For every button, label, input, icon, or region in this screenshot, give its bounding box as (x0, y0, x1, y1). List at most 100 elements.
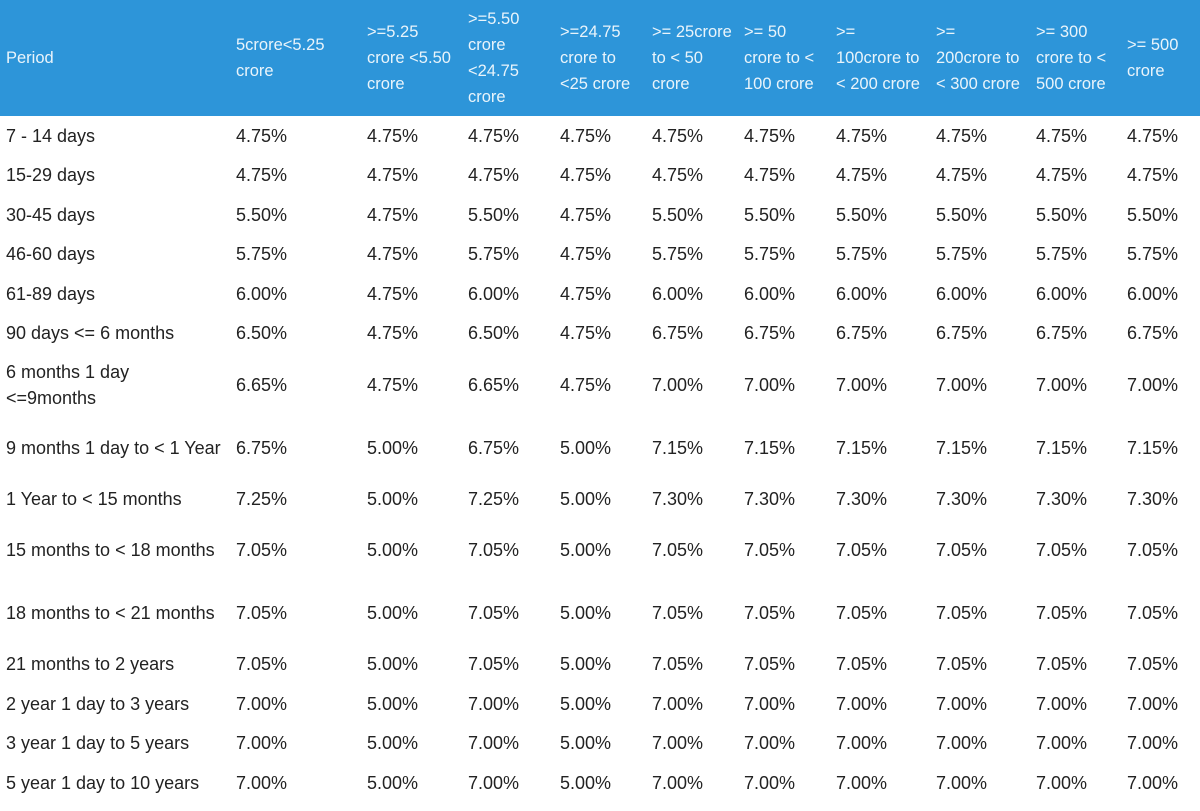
rate-cell: 7.15% (830, 416, 930, 479)
period-cell: 5 year 1 day to 10 years (0, 763, 230, 803)
rate-cell: 7.00% (230, 684, 361, 724)
period-cell: 6 months 1 day <=9months (0, 353, 230, 416)
rate-cell: 7.00% (1030, 723, 1121, 763)
rate-cell: 4.75% (830, 155, 930, 195)
table-row: 2 year 1 day to 3 years 7.00% 5.00% 7.00% 5.… (0, 684, 1200, 724)
rate-cell: 4.75% (554, 353, 646, 416)
rate-cell: 5.50% (230, 195, 361, 235)
rate-cell: 5.50% (462, 195, 554, 235)
period-cell: 18 months to < 21 months (0, 581, 230, 645)
rate-cell: 7.00% (1030, 684, 1121, 724)
table-row: 90 days <= 6 months 6.50% 4.75% 6.50% 4.75% 6… (0, 313, 1200, 353)
rate-cell: 7.30% (830, 479, 930, 519)
rate-cell: 5.00% (361, 518, 462, 582)
rate-cell: 5.00% (554, 644, 646, 684)
rate-cell: 5.00% (361, 644, 462, 684)
rate-cell: 4.75% (646, 155, 738, 195)
rate-cell: 6.00% (738, 274, 830, 314)
rate-cell: 7.00% (1121, 763, 1200, 803)
rate-cell: 4.75% (230, 155, 361, 195)
rate-cell: 7.05% (830, 581, 930, 645)
rate-cell: 7.15% (1121, 416, 1200, 479)
rate-cell: 5.00% (361, 581, 462, 645)
rate-cell: 7.05% (1030, 644, 1121, 684)
rate-cell: 6.75% (830, 313, 930, 353)
rate-cell: 6.00% (646, 274, 738, 314)
table-row: 15 months to < 18 months 7.05% 5.00% 7.05% 5… (0, 518, 1200, 582)
rate-cell: 7.15% (1030, 416, 1121, 479)
rate-cell: 7.00% (646, 763, 738, 803)
rate-cell: 6.75% (738, 313, 830, 353)
rate-cell: 4.75% (462, 116, 554, 156)
rate-cell: 6.75% (462, 416, 554, 479)
period-cell: 30-45 days (0, 195, 230, 235)
rate-cell: 4.75% (1030, 155, 1121, 195)
column-header: >=5.25 crore <5.50 crore (367, 23, 451, 93)
rate-cell: 7.30% (646, 479, 738, 519)
rate-cell: 7.05% (830, 518, 930, 582)
rate-cell: 5.00% (554, 581, 646, 645)
period-cell: 90 days <= 6 months (0, 313, 230, 353)
rate-cell: 4.75% (361, 313, 462, 353)
rate-cell: 7.00% (230, 723, 361, 763)
rate-cell: 5.00% (361, 479, 462, 519)
rate-cell: 7.05% (738, 518, 830, 582)
rate-cell: 4.75% (738, 155, 830, 195)
rate-cell: 7.00% (646, 353, 738, 416)
rate-cell: 7.00% (1030, 353, 1121, 416)
table-row: 46-60 days 5.75% 4.75% 5.75% 4.75% 5.75% 5.75%… (0, 234, 1200, 274)
rate-cell: 7.05% (1121, 644, 1200, 684)
column-header-period: Period (6, 49, 54, 67)
rate-cell: 5.75% (1121, 234, 1200, 274)
column-header: >= 100crore to < 200 crore (836, 23, 920, 93)
table-row: 6 months 1 day <=9months 6.65% 4.75% 6.65% 4… (0, 353, 1200, 416)
rate-cell: 5.75% (230, 234, 361, 274)
rate-cell: 7.00% (462, 723, 554, 763)
table-row: 3 year 1 day to 5 years 7.00% 5.00% 7.00% 5.… (0, 723, 1200, 763)
rate-cell: 6.00% (830, 274, 930, 314)
rate-cell: 7.00% (1030, 763, 1121, 803)
table-row: 30-45 days 5.50% 4.75% 5.50% 4.75% 5.50% 5.50%… (0, 195, 1200, 235)
rate-cell: 6.75% (230, 416, 361, 479)
rate-cell: 4.75% (930, 155, 1030, 195)
rate-cell: 7.05% (738, 644, 830, 684)
rate-cell: 6.50% (230, 313, 361, 353)
period-cell: 9 months 1 day to < 1 Year (0, 416, 230, 479)
rate-cell: 7.00% (930, 684, 1030, 724)
rate-cell: 4.75% (554, 234, 646, 274)
rate-cell: 4.75% (361, 155, 462, 195)
rate-cell: 7.00% (830, 763, 930, 803)
rate-cell: 6.00% (230, 274, 361, 314)
rate-cell: 7.00% (462, 684, 554, 724)
period-cell: 46-60 days (0, 234, 230, 274)
header-row: Period 5crore<5.25 crore >=5.25 crore <5… (0, 0, 1200, 116)
rate-cell: 6.00% (1121, 274, 1200, 314)
rate-cell: 4.75% (554, 274, 646, 314)
rate-cell: 7.00% (230, 763, 361, 803)
table-row: 5 year 1 day to 10 years 7.00% 5.00% 7.00% 5… (0, 763, 1200, 803)
rate-cell: 7.05% (646, 518, 738, 582)
rate-cell: 7.00% (1121, 684, 1200, 724)
rate-cell: 5.50% (1121, 195, 1200, 235)
rate-cell: 7.15% (738, 416, 830, 479)
rate-cell: 4.75% (554, 313, 646, 353)
column-header: >= 500 crore (1127, 36, 1179, 80)
table-row: 21 months to 2 years 7.05% 5.00% 7.05% 5.00%… (0, 644, 1200, 684)
rate-cell: 5.00% (554, 723, 646, 763)
table-body: 7 - 14 days 4.75% 4.75% 4.75% 4.75% 4.75% 4.75… (0, 116, 1200, 803)
rate-cell: 5.00% (554, 684, 646, 724)
rate-cell: 5.75% (646, 234, 738, 274)
rate-cell: 7.00% (930, 763, 1030, 803)
column-header: >= 50 crore to < 100 crore (744, 23, 815, 93)
rate-cell: 7.00% (930, 723, 1030, 763)
rate-cell: 6.00% (1030, 274, 1121, 314)
rate-cell: 5.50% (1030, 195, 1121, 235)
rate-cell: 5.75% (1030, 234, 1121, 274)
rate-cell: 4.75% (554, 195, 646, 235)
period-cell: 3 year 1 day to 5 years (0, 723, 230, 763)
period-cell: 15-29 days (0, 155, 230, 195)
rate-cell: 7.30% (738, 479, 830, 519)
period-cell: 7 - 14 days (0, 116, 230, 156)
rate-cell: 4.75% (361, 234, 462, 274)
rate-cell: 7.05% (646, 581, 738, 645)
